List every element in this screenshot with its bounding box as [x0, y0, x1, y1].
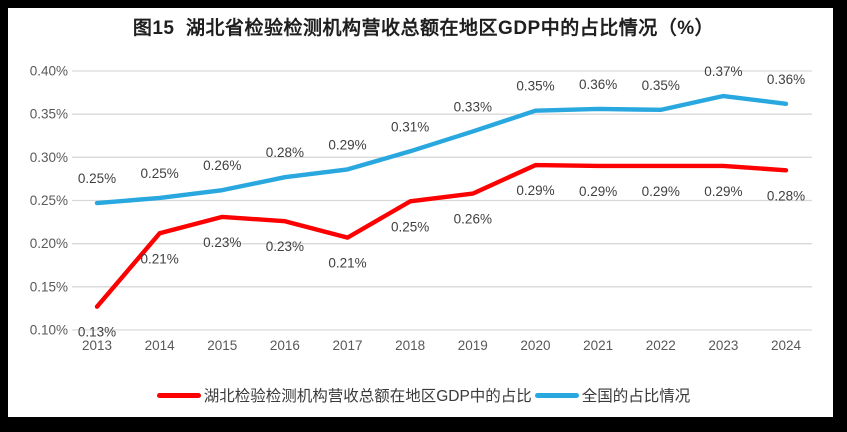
- legend-swatch-hubei: [156, 392, 201, 398]
- y-tick-label: 0.25%: [30, 193, 68, 208]
- y-tick-label: 0.20%: [30, 236, 68, 251]
- data-label: 0.25%: [391, 219, 429, 234]
- data-label: 0.37%: [704, 64, 742, 79]
- y-tick-label: 0.40%: [30, 64, 68, 79]
- data-label: 0.36%: [767, 72, 805, 87]
- series-line-0: [94, 162, 789, 309]
- data-label: 0.13%: [78, 325, 116, 340]
- legend: 湖北检验检测机构营收总额在地区GDP中的占比 全国的占比情况: [0, 384, 847, 406]
- data-label: 0.23%: [266, 239, 304, 254]
- data-label: 0.29%: [328, 137, 366, 152]
- data-label: 0.28%: [266, 145, 304, 160]
- data-label: 0.25%: [78, 171, 116, 186]
- data-label: 0.33%: [454, 99, 492, 114]
- x-axis-label: 2024: [771, 338, 802, 353]
- chart-canvas: [8, 8, 833, 417]
- data-label: 0.36%: [579, 77, 617, 92]
- x-axis-label: 2016: [270, 338, 300, 353]
- data-label: 0.31%: [391, 119, 429, 134]
- data-label: 0.26%: [203, 158, 241, 173]
- data-label: 0.29%: [704, 184, 742, 199]
- legend-swatch-national: [534, 392, 579, 398]
- data-label: 0.25%: [140, 166, 178, 181]
- y-tick-label: 0.15%: [30, 279, 68, 294]
- data-label: 0.21%: [328, 256, 366, 271]
- data-label: 0.29%: [579, 184, 617, 199]
- legend-label-hubei: 湖北检验检测机构营收总额在地区GDP中的占比: [203, 388, 532, 405]
- x-axis-label: 2019: [458, 338, 488, 353]
- x-axis-label: 2014: [145, 338, 176, 353]
- x-axis-label: 2013: [82, 338, 112, 353]
- x-axis-label: 2017: [333, 338, 363, 353]
- data-label: 0.21%: [140, 251, 178, 266]
- data-label: 0.26%: [454, 212, 492, 227]
- y-tick-label: 0.35%: [30, 107, 68, 122]
- y-tick-label: 0.10%: [30, 323, 68, 338]
- series-line-1: [94, 93, 789, 206]
- x-axis-label: 2023: [708, 338, 738, 353]
- chart-title: 图15 湖北省检验检测机构营收总额在地区GDP中的占比情况（%）: [132, 18, 715, 39]
- y-tick-label: 0.30%: [30, 150, 68, 165]
- x-axis-label: 2022: [646, 338, 676, 353]
- data-label: 0.23%: [203, 235, 241, 250]
- x-axis-label: 2015: [207, 338, 237, 353]
- data-label: 0.29%: [642, 184, 680, 199]
- data-label: 0.28%: [767, 188, 805, 203]
- legend-label-national: 全国的占比情况: [581, 388, 691, 405]
- data-label: 0.35%: [642, 78, 680, 93]
- x-axis-label: 2020: [520, 338, 550, 353]
- data-label: 0.29%: [516, 183, 554, 198]
- x-axis-label: 2021: [583, 338, 613, 353]
- x-axis-label: 2018: [395, 338, 425, 353]
- data-label: 0.35%: [516, 79, 554, 94]
